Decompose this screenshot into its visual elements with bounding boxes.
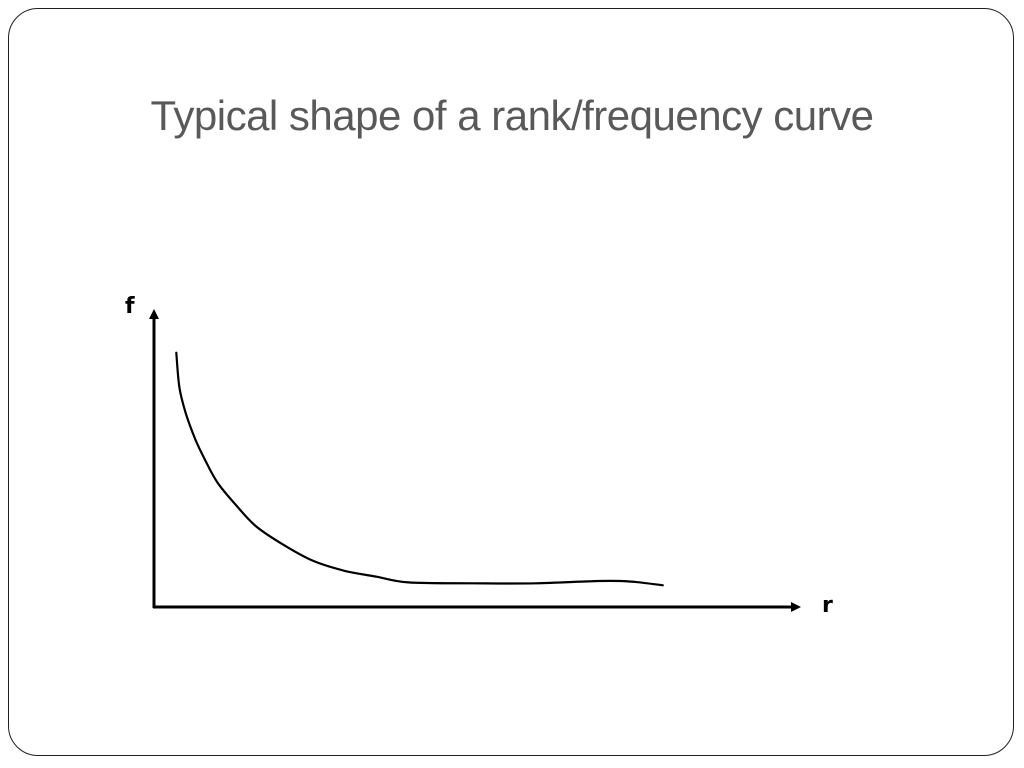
series-line-0: [175, 351, 664, 587]
axes: [149, 309, 801, 612]
x-axis-label: r: [822, 593, 833, 618]
slide-title: Typical shape of a rank/frequency curve: [150, 92, 874, 139]
y-axis-label: f: [125, 294, 135, 319]
series-group: [175, 351, 664, 587]
slide-frame: [8, 8, 1014, 756]
